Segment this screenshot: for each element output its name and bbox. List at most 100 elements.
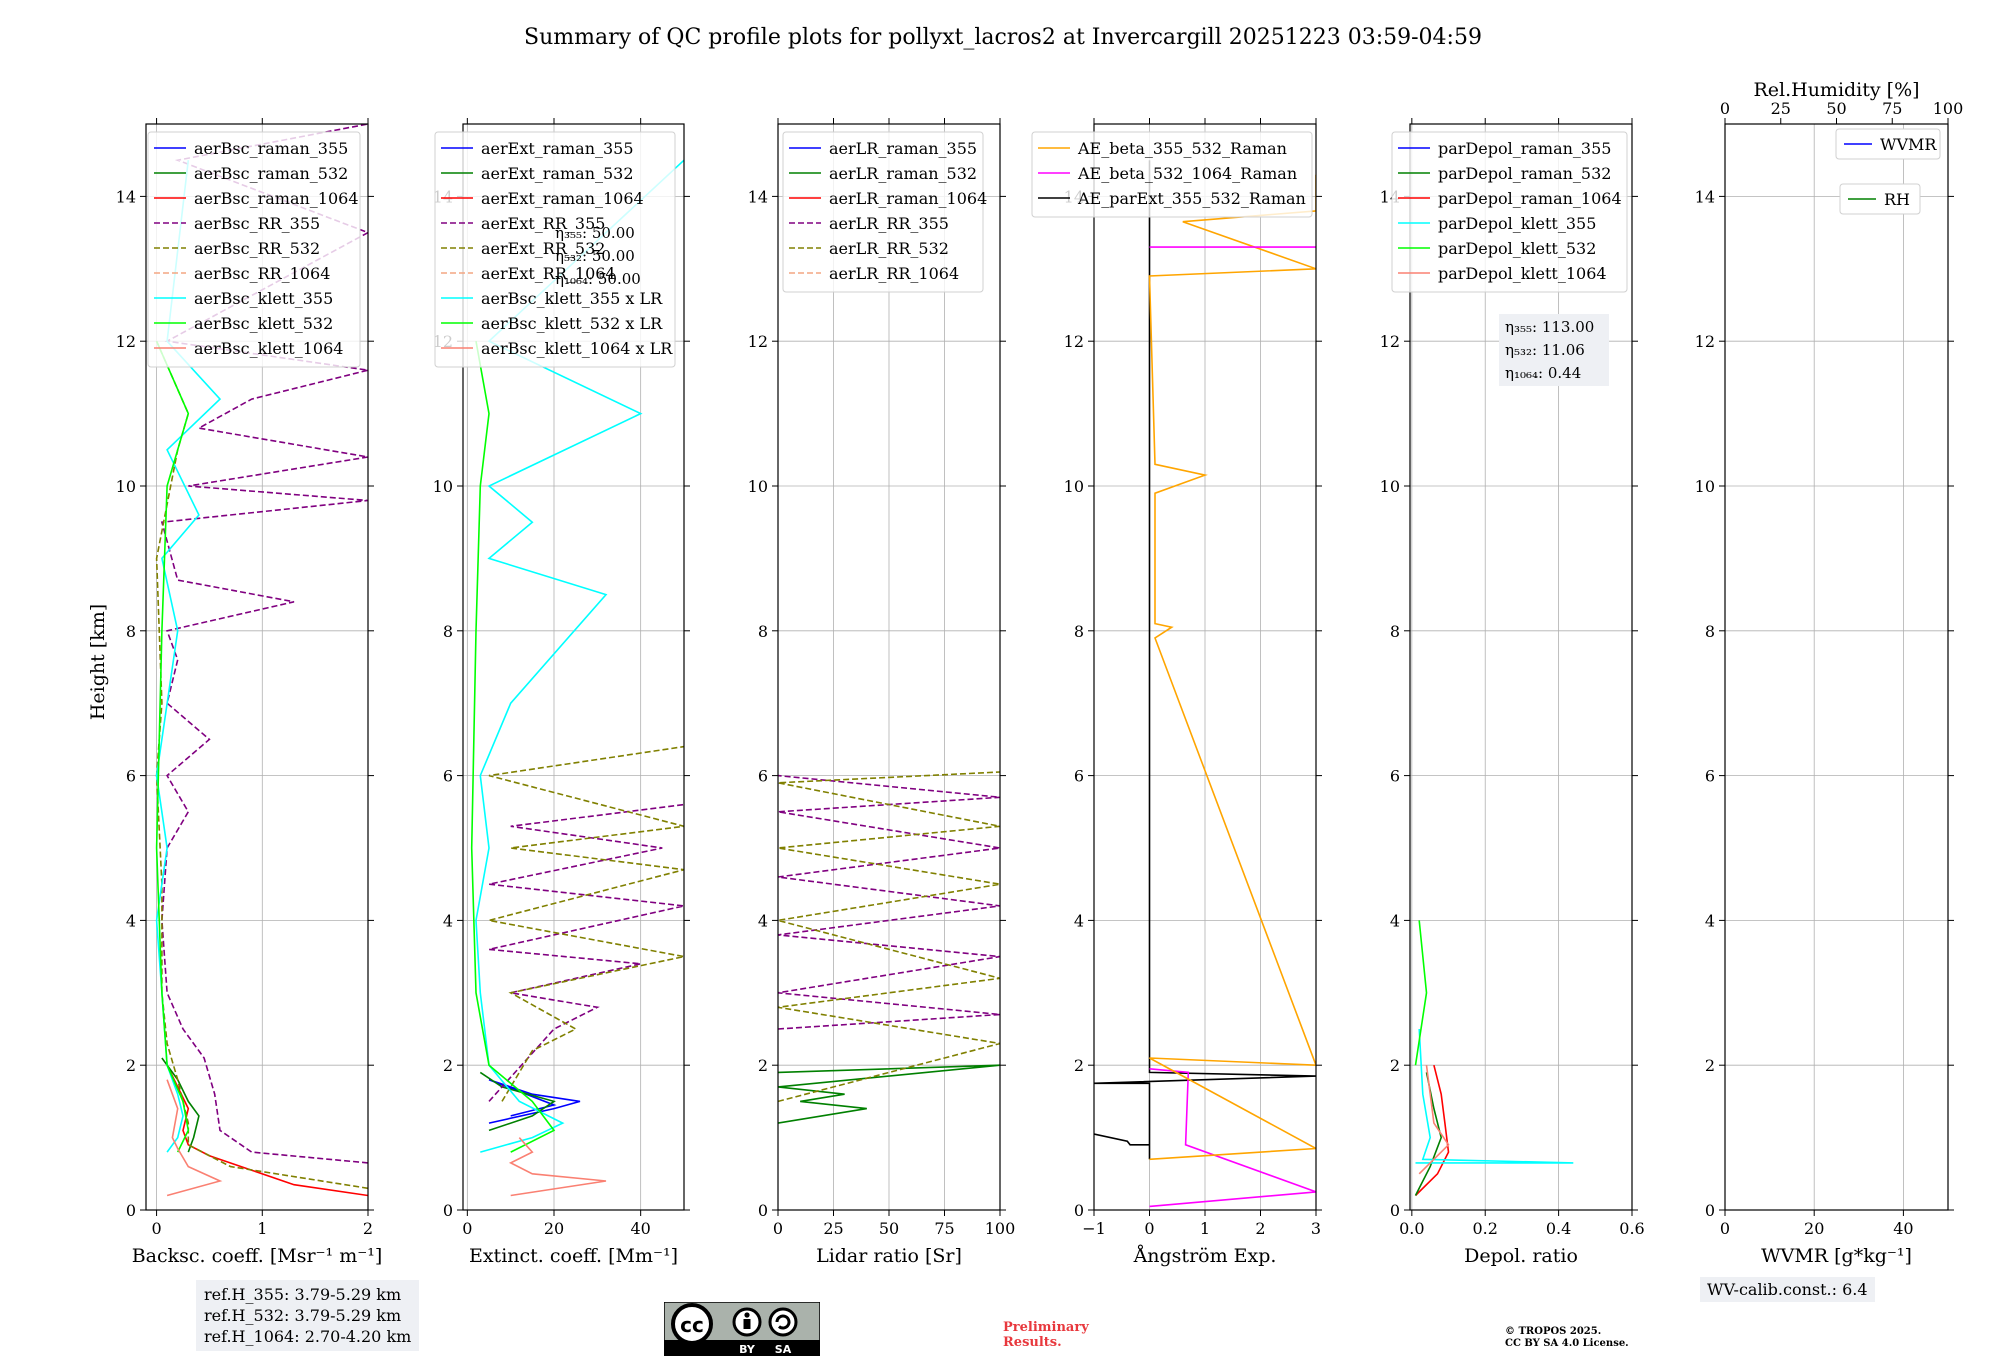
- x-axis-label: WVMR [g*kg⁻¹]: [1761, 1245, 1912, 1267]
- legend-label: aerLR_RR_355: [829, 214, 949, 233]
- axes-frame: [462, 123, 685, 1211]
- series-aerLR_raman_532: [778, 1064, 1000, 1124]
- cc-logo-text: cc: [680, 1313, 704, 1337]
- series-aerBsc_klett_355 x LR: [475, 159, 684, 1153]
- eta-annotation: η₃₅₅: 50.00: [555, 224, 635, 242]
- legend-label: aerExt_raman_532: [481, 164, 634, 183]
- y-tick-label: 6: [1390, 767, 1400, 786]
- y-tick-label: 4: [126, 911, 136, 930]
- x-tick-label: 1: [1200, 1219, 1210, 1238]
- x-tick-label: 40: [630, 1219, 650, 1238]
- legend-label: aerExt_RR_1064: [481, 264, 616, 283]
- y-tick-label: 14: [748, 187, 768, 206]
- y-tick-label: 14: [1695, 187, 1715, 206]
- legend-label: aerBsc_klett_355: [194, 289, 333, 308]
- series-AE_beta_355_532_Raman: [1148, 174, 1316, 1161]
- series-aerBsc_RR_532: [155, 340, 368, 1190]
- legend-label: aerBsc_RR_1064: [194, 264, 330, 283]
- series-parDepol_klett_532: [1414, 920, 1428, 1066]
- series-aerBsc_raman_1064: [166, 1064, 368, 1197]
- series-aerBsc_klett_532 x LR: [470, 341, 556, 1153]
- x-tick-label: 0.6: [1619, 1219, 1644, 1238]
- y-tick-label: 12: [1064, 332, 1084, 351]
- x-tick-label: 2: [1255, 1219, 1265, 1238]
- legend-box: [434, 131, 676, 368]
- top-x-tick-label: 0: [1720, 99, 1730, 118]
- legend-label: AE_beta_532_1064_Raman: [1077, 164, 1297, 183]
- legend-label: AE_beta_355_532_Raman: [1077, 139, 1287, 158]
- y-tick-label: 6: [1705, 767, 1715, 786]
- y-tick-label: 12: [1695, 332, 1715, 351]
- legend-label: parDepol_raman_532: [1438, 164, 1611, 183]
- y-tick-label: 0: [1705, 1201, 1715, 1220]
- y-tick-label: 2: [443, 1056, 453, 1075]
- series-aerBsc_klett_1064 x LR: [508, 1137, 607, 1197]
- axes-frame: [1409, 123, 1633, 1211]
- series-aerExt_RR_355: [488, 803, 684, 1102]
- panel-lidar_ratio: 0 25 50 75 100 0 2 4 6 8 10 12 14 Lidar ratio [Sr] aer…: [748, 118, 1015, 1267]
- series-parDepol_raman_532: [1414, 1072, 1443, 1196]
- y-tick-label: 10: [1695, 477, 1715, 496]
- x-tick-label: 20: [544, 1219, 564, 1238]
- series-aerBsc_klett_1064: [166, 1079, 223, 1197]
- legend-label: aerBsc_raman_1064: [194, 189, 359, 208]
- cc-license-badge: cc BY SA: [663, 1301, 821, 1357]
- y-tick-label: 10: [116, 477, 136, 496]
- legend-label: AE_parExt_355_532_Raman: [1077, 189, 1306, 208]
- legend-label: parDepol_raman_1064: [1438, 189, 1622, 208]
- y-tick-label: 4: [1705, 911, 1715, 930]
- x-axis-label: Depol. ratio: [1464, 1245, 1578, 1267]
- y-tick-label: 10: [1064, 477, 1084, 496]
- ref-height-1064: ref.H_1064: 2.70-4.20 km: [204, 1327, 412, 1346]
- y-tick-label: 2: [1074, 1056, 1084, 1075]
- series-aerBsc_RR_355: [160, 124, 368, 1164]
- legend-box: [782, 131, 984, 293]
- panel-angstrom: −1012302468101214Ångström Exp.AE_beta_35…: [1031, 118, 1322, 1267]
- eta-annotation: η₃₅₅: 113.00: [1505, 318, 1594, 336]
- axes-frame: [145, 123, 369, 1211]
- legend-label: aerBsc_klett_532: [194, 314, 333, 333]
- x-tick-label: 0: [151, 1219, 161, 1238]
- y-tick-label: 8: [758, 622, 768, 641]
- y-tick-label: 8: [443, 622, 453, 641]
- x-axis-label: Extinct. coeff. [Mm⁻¹]: [469, 1245, 678, 1267]
- y-tick-label: 2: [126, 1056, 136, 1075]
- legend-label: WVMR: [1880, 135, 1937, 154]
- y-tick-label: 12: [116, 332, 136, 351]
- y-tick-label: 4: [1074, 911, 1084, 930]
- top-x-tick-label: 25: [1771, 99, 1791, 118]
- x-axis-label: Backsc. coeff. [Msr⁻¹ m⁻¹]: [132, 1245, 383, 1267]
- x-tick-label: 50: [879, 1219, 899, 1238]
- legend-label: parDepol_klett_532: [1438, 239, 1596, 258]
- legend-label: parDepol_klett_1064: [1438, 264, 1607, 283]
- y-tick-label: 8: [1705, 622, 1715, 641]
- eta-annotation-box: [1499, 314, 1609, 386]
- legend-box: [1839, 183, 1921, 215]
- legend-label: aerLR_RR_532: [829, 239, 949, 258]
- wv-calibration-box: WV-calib.const.: 6.4: [1700, 1277, 1875, 1302]
- y-tick-label: 4: [1390, 911, 1400, 930]
- y-tick-label: 6: [1074, 767, 1084, 786]
- series-aerExt_raman_355: [488, 1078, 581, 1124]
- x-tick-label: 2: [363, 1219, 373, 1238]
- x-tick-label: 40: [1893, 1219, 1913, 1238]
- eta-annotation: η₁₀₆₄: 0.44: [1505, 364, 1581, 382]
- y-tick-label: 4: [758, 911, 768, 930]
- series-aerExt_RR_532: [488, 745, 684, 1102]
- legend-box: [1391, 131, 1628, 293]
- y-tick-label: 0: [126, 1201, 136, 1220]
- preliminary-line-1: Preliminary: [1003, 1320, 1089, 1335]
- legend-label: parDepol_klett_355: [1438, 214, 1596, 233]
- axes-frame: [1724, 123, 1949, 1211]
- y-tick-label: 4: [443, 911, 453, 930]
- legend-label: aerLR_raman_1064: [829, 189, 987, 208]
- y-axis-label: Height [km]: [87, 604, 109, 720]
- legend-label: aerBsc_klett_355 x LR: [481, 289, 663, 308]
- top-x-tick-label: 100: [1933, 99, 1964, 118]
- series-group: [470, 159, 684, 1197]
- eta-annotation: η₅₃₂: 11.06: [1505, 341, 1585, 359]
- y-tick-label: 0: [758, 1201, 768, 1220]
- series-AE_beta_532_1064_Raman: [1149, 1068, 1316, 1208]
- x-tick-label: 0: [773, 1219, 783, 1238]
